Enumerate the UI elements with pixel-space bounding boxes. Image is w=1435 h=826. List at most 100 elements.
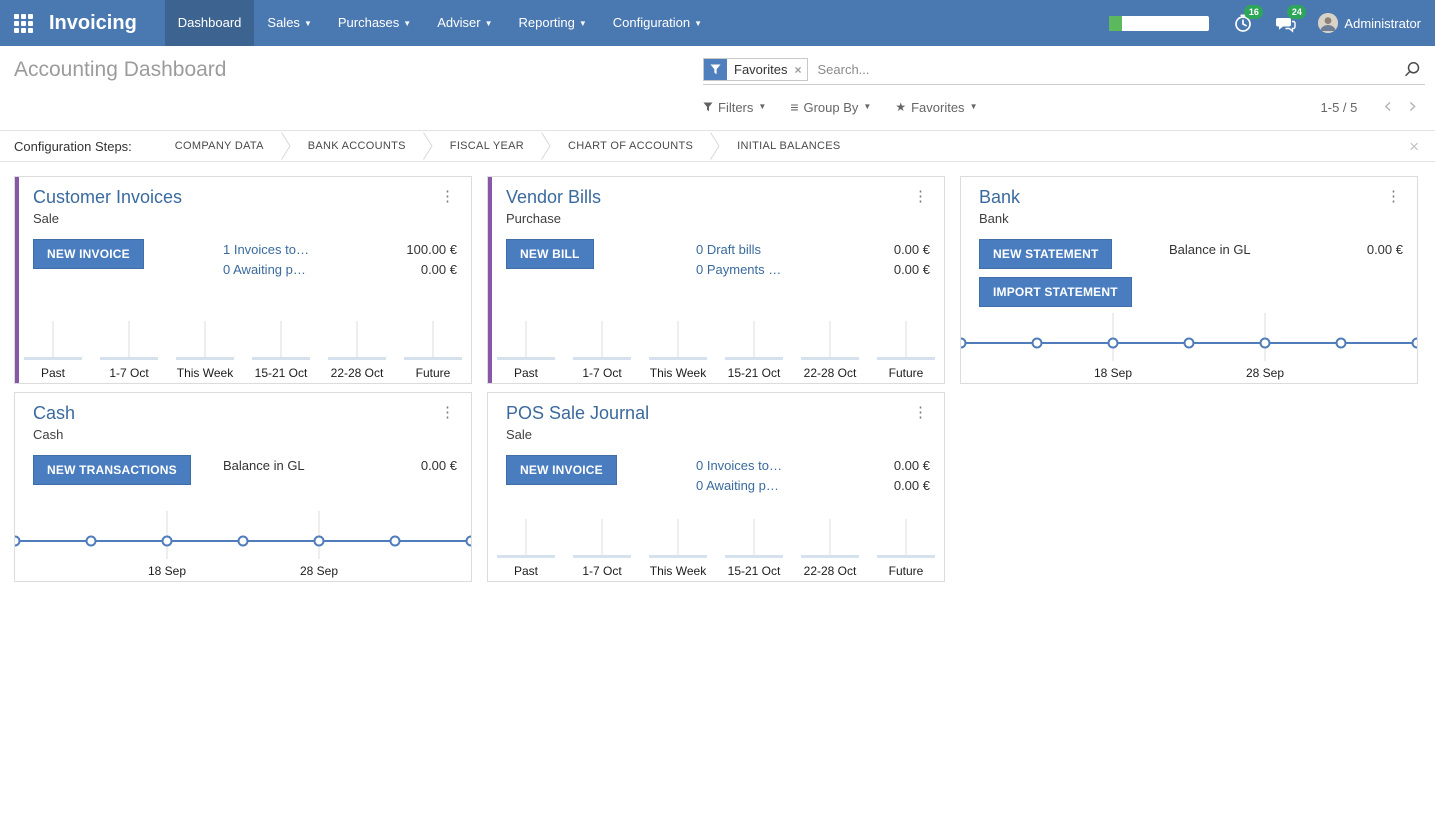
kebab-menu-icon[interactable]: ⋮: [913, 404, 928, 421]
kpi-amount: 0.00 €: [893, 262, 930, 277]
new-invoice-button[interactable]: NEW INVOICE: [33, 239, 144, 269]
kpi-link[interactable]: 1 Invoices to…: [223, 242, 309, 257]
nav-item-configuration[interactable]: Configuration ▼: [600, 0, 715, 46]
new-invoice-button[interactable]: NEW INVOICE: [506, 455, 617, 485]
kebab-menu-icon[interactable]: ⋮: [440, 404, 455, 421]
chevron-down-icon: ▼: [578, 19, 587, 28]
config-step-fiscal-year[interactable]: FISCAL YEAR: [449, 140, 525, 152]
pager-value[interactable]: 1-5 / 5: [1320, 99, 1358, 115]
bar-chart: Past 1-7 Oct This Week 15-21 Oct 22-28 Oct Fu…: [24, 321, 462, 380]
nav-item-dashboard[interactable]: Dashboard: [164, 0, 255, 46]
card-subtitle: Sale: [33, 211, 60, 226]
svg-text:22-28 Oct: 22-28 Oct: [804, 366, 857, 380]
journal-card-vendor-bills: Vendor Bills ⋮ Purchase NEW BILL 0 Draft bil…: [487, 176, 945, 384]
nav-item-label: Reporting: [518, 15, 575, 30]
svg-text:1-7 Oct: 1-7 Oct: [582, 366, 622, 380]
kpi-link[interactable]: 0 Awaiting p…: [223, 262, 306, 277]
kpi-amount: 0.00 €: [893, 478, 930, 493]
card-title[interactable]: Cash: [33, 403, 76, 423]
user-menu[interactable]: Administrator: [1318, 13, 1421, 33]
card-title[interactable]: POS Sale Journal: [506, 403, 650, 423]
kebab-menu-icon[interactable]: ⋮: [1386, 188, 1401, 205]
filter-icon: [703, 102, 713, 112]
nav-item-purchases[interactable]: Purchases ▼: [325, 0, 424, 46]
planner-progress-bar[interactable]: [1109, 15, 1210, 31]
nav-item-sales[interactable]: Sales ▼: [254, 0, 324, 46]
search-input[interactable]: [815, 61, 1404, 78]
top-navbar: Invoicing Dashboard Sales ▼ Purchases ▼ Advis…: [0, 0, 1435, 46]
favorites-dropdown[interactable]: ★ Favorites ▼: [895, 99, 978, 115]
new-bill-button[interactable]: NEW BILL: [506, 239, 594, 269]
control-panel: Accounting Dashboard Favorites ×: [0, 46, 1435, 130]
activities-menu[interactable]: 16: [1233, 5, 1264, 33]
star-icon: ★: [895, 100, 907, 114]
card-subtitle: Bank: [979, 211, 1009, 226]
bar-chart: Past 1-7 Oct This Week 15-21 Oct 22-28 Oct Fu…: [497, 519, 935, 578]
facet-remove-icon[interactable]: ×: [794, 62, 802, 77]
new-statement-button[interactable]: NEW STATEMENT: [979, 239, 1113, 269]
svg-text:22-28 Oct: 22-28 Oct: [804, 564, 857, 578]
kebab-menu-icon[interactable]: ⋮: [913, 188, 928, 205]
kpi-row: 0 Awaiting p… 0.00 €: [223, 262, 457, 277]
card-subtitle: Purchase: [506, 211, 561, 226]
group-by-dropdown[interactable]: ≡ Group By ▼: [790, 99, 872, 115]
dashboard-content: Customer Invoices ⋮ Sale NEW INVOICE 1 Invoi…: [0, 162, 1435, 596]
nav-item-adviser[interactable]: Adviser ▼: [424, 0, 505, 46]
svg-text:15-21 Oct: 15-21 Oct: [728, 564, 781, 578]
svg-text:1-7 Oct: 1-7 Oct: [582, 564, 622, 578]
app-title[interactable]: Invoicing: [49, 11, 137, 34]
card-kpi-rows: Balance in GL 0.00 €: [1169, 239, 1403, 307]
kpi-link[interactable]: 0 Payments …: [696, 262, 782, 277]
config-step-initial-balances[interactable]: INITIAL BALANCES: [737, 140, 841, 152]
journal-card-cash: Cash ⋮ Cash NEW TRANSACTIONS Balance in GL 0.…: [14, 392, 472, 582]
card-buttons: NEW BILL: [506, 239, 594, 277]
filters-dropdown[interactable]: Filters ▼: [703, 100, 766, 115]
config-step-company-data[interactable]: COMPANY DATA: [174, 140, 264, 152]
card-title[interactable]: Vendor Bills: [506, 187, 602, 207]
card-title[interactable]: Bank: [979, 187, 1021, 207]
pager-prev-icon[interactable]: ‹: [1383, 94, 1393, 119]
kpi-amount: 0.00 €: [893, 458, 930, 473]
kpi-row: 0 Invoices to… 0.00 €: [696, 458, 930, 473]
svg-text:18 Sep: 18 Sep: [1094, 366, 1132, 380]
config-step-chart-of-accounts[interactable]: CHART OF ACCOUNTS: [568, 140, 694, 152]
card-title[interactable]: Customer Invoices: [33, 187, 183, 207]
kpi-link[interactable]: 0 Draft bills: [696, 242, 762, 257]
kpi-row: 0 Payments … 0.00 €: [696, 262, 930, 277]
card-subtitle: Sale: [506, 427, 533, 442]
kpi-row: 1 Invoices to… 100.00 €: [223, 242, 457, 257]
messages-menu[interactable]: 24: [1275, 5, 1307, 33]
pager-next-icon[interactable]: ›: [1408, 94, 1417, 119]
facet-filter-icon: [704, 59, 727, 80]
new-transactions-button[interactable]: NEW TRANSACTIONS: [33, 455, 191, 485]
kpi-link[interactable]: 0 Awaiting p…: [696, 478, 779, 493]
activities-count-badge: 16: [1244, 5, 1264, 19]
main-menu: Dashboard Sales ▼ Purchases ▼ Adviser ▼ Reporti…: [164, 0, 715, 46]
kpi-label: Balance in GL: [1169, 242, 1251, 257]
apps-grid-icon[interactable]: [14, 13, 33, 33]
search-panel: Favorites × Filters ▼ ≡ Group B: [703, 46, 1425, 130]
kebab-menu-icon[interactable]: ⋮: [440, 188, 455, 205]
card-chart: Past 1-7 Oct This Week 15-21 Oct 22-28 Oct Fu…: [488, 511, 944, 581]
import-statement-button[interactable]: IMPORT STATEMENT: [979, 277, 1132, 307]
card-buttons: NEW INVOICE: [33, 239, 144, 277]
journal-card-bank: Bank ⋮ Bank NEW STATEMENT IMPORT STATEMENT Ba…: [960, 176, 1418, 384]
kpi-amount: 0.00 €: [893, 242, 930, 257]
card-buttons: NEW INVOICE: [506, 455, 617, 493]
svg-text:Past: Past: [514, 564, 539, 578]
step-chevron-icon: [422, 132, 433, 160]
svg-text:This Week: This Week: [650, 366, 707, 380]
config-step-bank-accounts[interactable]: BANK ACCOUNTS: [307, 140, 406, 152]
kpi-amount: 0.00 €: [1366, 242, 1403, 257]
config-steps-close-icon[interactable]: ×: [1409, 136, 1419, 156]
kpi-label: Balance in GL: [223, 458, 305, 473]
chevron-down-icon: ▼: [484, 19, 493, 28]
card-chart: 18 Sep 28 Sep: [961, 313, 1417, 383]
dashboard-grid: Customer Invoices ⋮ Sale NEW INVOICE 1 Invoi…: [14, 176, 1421, 582]
svg-text:This Week: This Week: [177, 366, 234, 380]
nav-item-reporting[interactable]: Reporting ▼: [505, 0, 599, 46]
kpi-link[interactable]: 0 Invoices to…: [696, 458, 782, 473]
search-icon[interactable]: [1404, 61, 1421, 78]
journal-card-pos-sale-journal: POS Sale Journal ⋮ Sale NEW INVOICE 0 Invoic…: [487, 392, 945, 582]
step-chevron-icon: [280, 132, 291, 160]
